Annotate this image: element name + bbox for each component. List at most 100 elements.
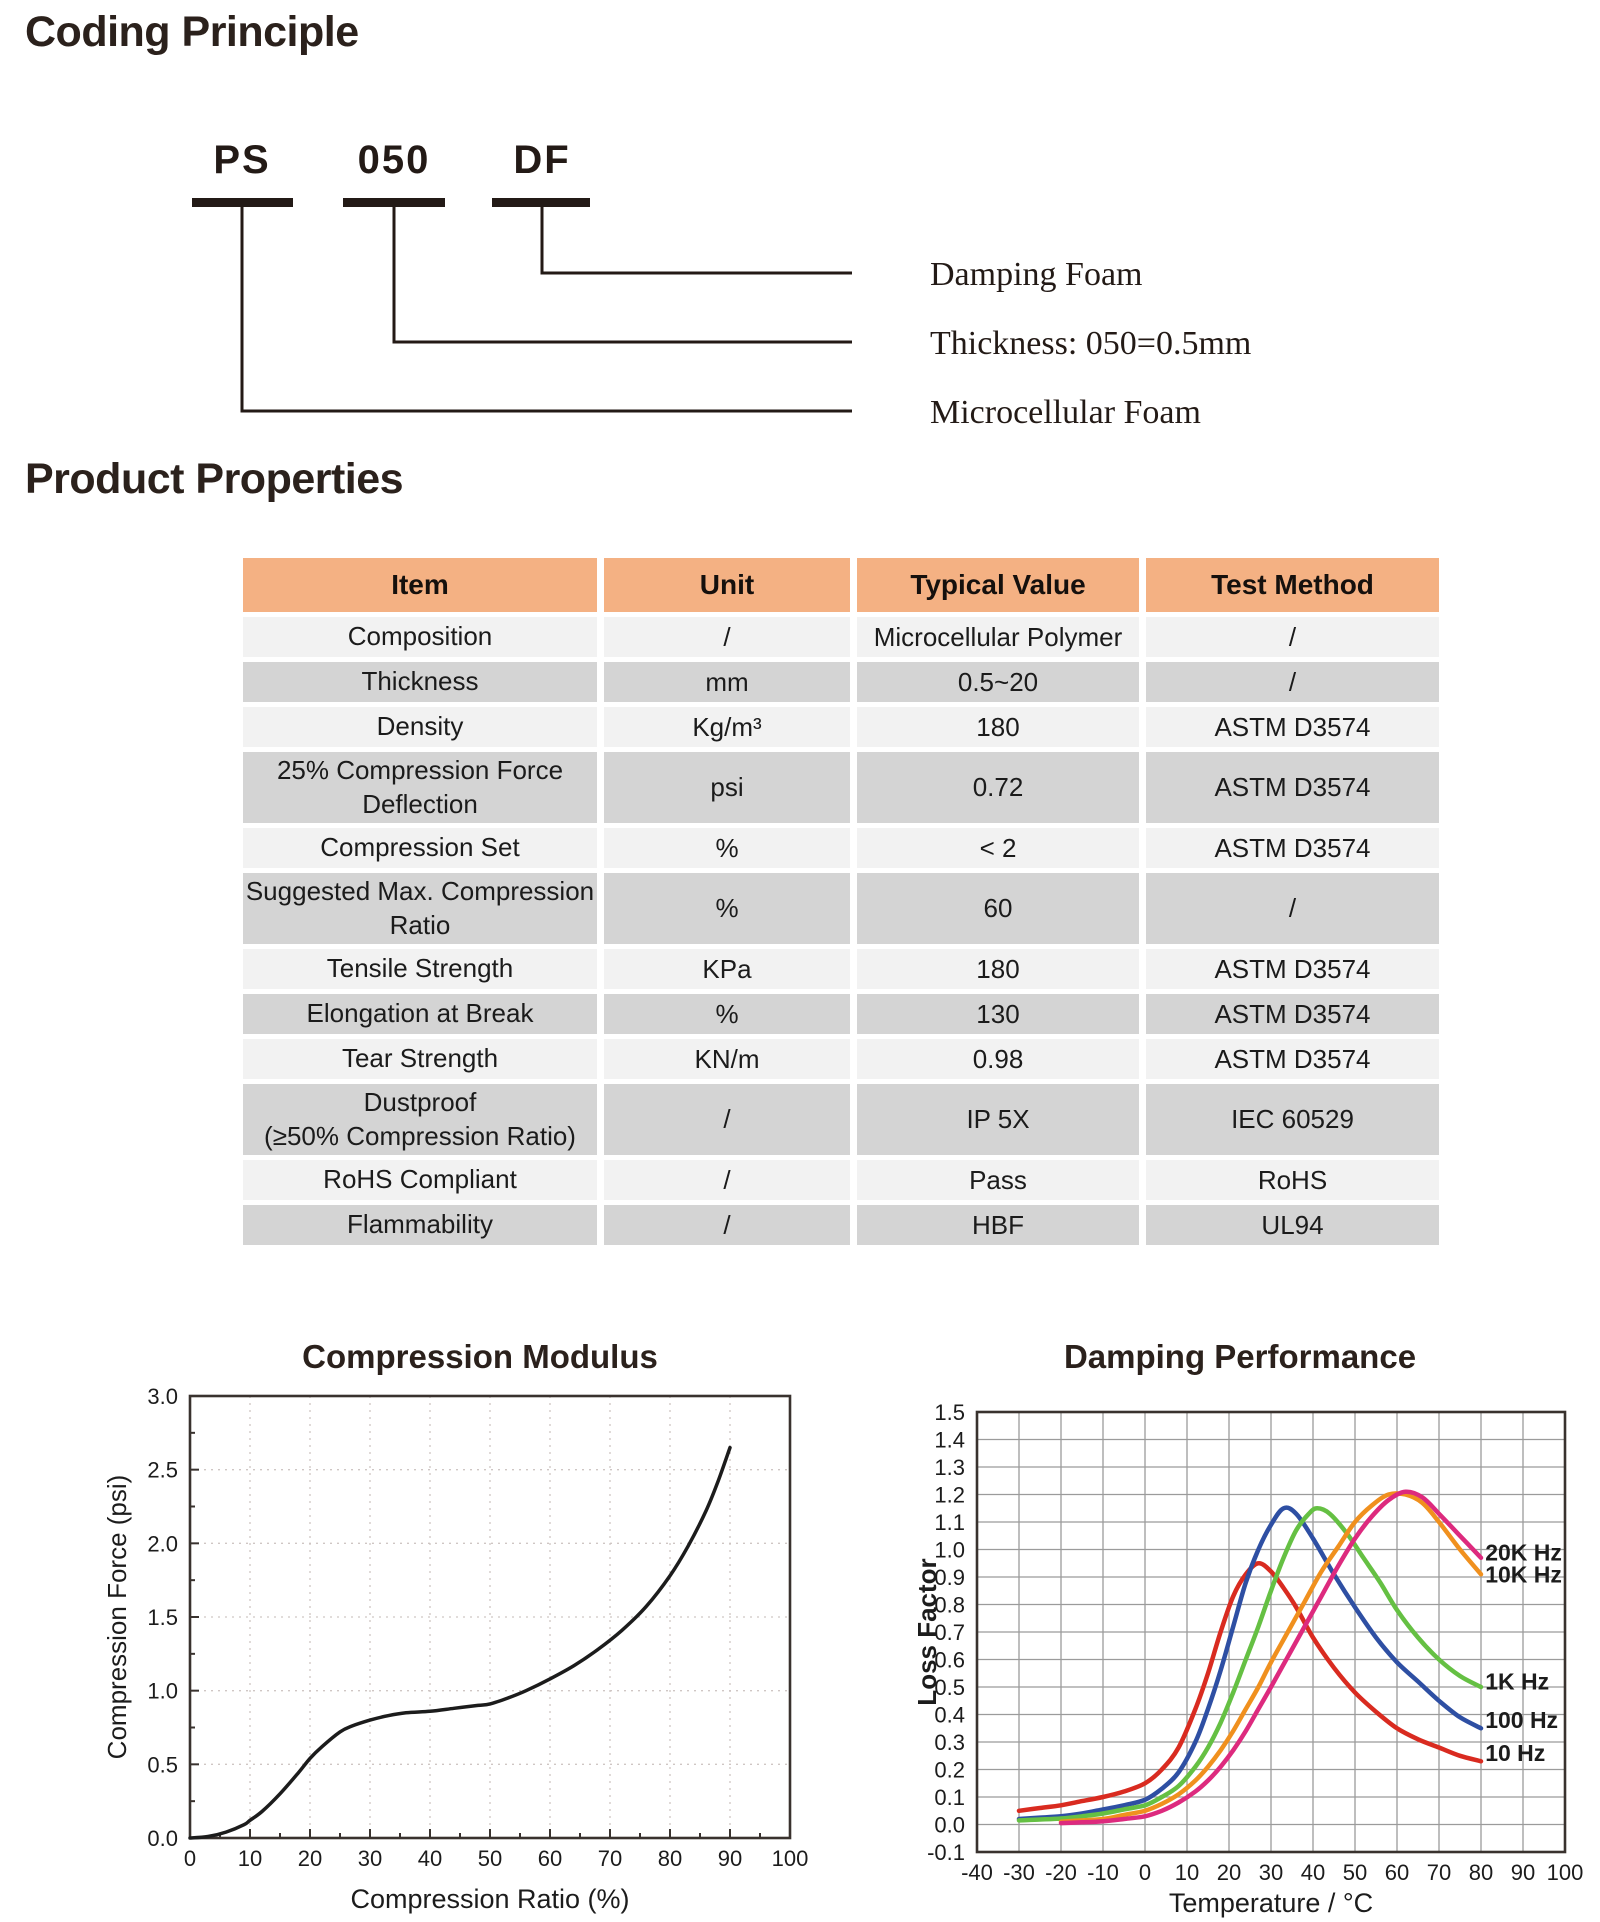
cell-typical-value: 0.72 [857, 752, 1139, 823]
cell-unit: / [604, 1205, 850, 1245]
x-tick-label: 100 [772, 1846, 809, 1871]
table-header-row: Item Unit Typical Value Test Method [243, 558, 1439, 612]
column-header-unit: Unit [604, 558, 850, 612]
column-header-test-method: Test Method [1146, 558, 1439, 612]
cell-item: Composition [243, 617, 597, 657]
cell-typical-value: HBF [857, 1205, 1139, 1245]
properties-table: Item Unit Typical Value Test Method Composit… [243, 558, 1439, 1245]
cell-test-method: / [1146, 662, 1439, 702]
x-tick-label: 60 [538, 1846, 562, 1871]
x-tick-label: 0 [184, 1846, 196, 1871]
table-row: Flammability / HBF UL94 [243, 1205, 1439, 1245]
x-tick-label: 70 [598, 1846, 622, 1871]
y-axis-title: Loss Factor [912, 1558, 942, 1705]
y-tick-label: 1.1 [934, 1510, 965, 1535]
y-tick-label: 0.7 [934, 1620, 965, 1645]
cell-typical-value: Microcellular Polymer [857, 617, 1139, 657]
cell-unit: % [604, 828, 850, 868]
cell-test-method: IEC 60529 [1146, 1084, 1439, 1155]
y-tick-label: 1.4 [934, 1428, 965, 1453]
cell-typical-value: 0.98 [857, 1039, 1139, 1079]
table-row: Elongation at Break% 130 ASTM D3574 [243, 994, 1439, 1034]
cell-typical-value: IP 5X [857, 1084, 1139, 1155]
cell-test-method: ASTM D3574 [1146, 949, 1439, 989]
y-tick-label: 0.9 [934, 1565, 965, 1590]
cell-item: Tensile Strength [243, 949, 597, 989]
table-row: Tensile Strength KPa 180 ASTM D3574 [243, 949, 1439, 989]
cell-unit: KPa [604, 949, 850, 989]
y-tick-label: -0.1 [927, 1840, 965, 1865]
column-header-item: Item [243, 558, 597, 612]
cell-unit: / [604, 1084, 850, 1155]
series-curve-10-hz [1016, 1561, 1484, 1814]
cell-item: Flammability [243, 1205, 597, 1245]
plot-frame [188, 1394, 792, 1840]
cell-test-method: RoHS [1146, 1160, 1439, 1200]
cell-typical-value: 130 [857, 994, 1139, 1034]
y-tick-label: 0.5 [147, 1752, 178, 1777]
cell-test-method: ASTM D3574 [1146, 752, 1439, 823]
y-tick-label: 0.8 [934, 1593, 965, 1618]
x-tick-label: -30 [1003, 1860, 1035, 1885]
cell-test-method: / [1146, 617, 1439, 657]
cell-unit: / [604, 617, 850, 657]
y-tick-label: 1.3 [934, 1455, 965, 1480]
series-curve-compression-curve [188, 1445, 732, 1840]
legend-label-100-hz: 100 Hz [1485, 1707, 1558, 1733]
cell-item: Compression Set [243, 828, 597, 868]
cell-typical-value: 180 [857, 949, 1139, 989]
column-header-typical-value: Typical Value [857, 558, 1139, 612]
charts-area: 0 10 20 30 40 50 60 70 80 90 1000.00.51.01.52.02.5… [102, 1338, 1584, 1918]
cell-unit: KN/m [604, 1039, 850, 1079]
x-tick-label: 20 [298, 1846, 322, 1871]
cell-unit: mm [604, 662, 850, 702]
y-tick-label: 0.0 [147, 1826, 178, 1851]
legend-label-20k-hz: 20K Hz [1485, 1539, 1562, 1565]
y-tick-label: 0.5 [934, 1675, 965, 1700]
x-tick-label: 30 [358, 1846, 382, 1871]
code-part-050: 050 [357, 138, 431, 182]
chart-title: Damping Performance [1064, 1338, 1416, 1375]
y-tick-label: 1.0 [147, 1679, 178, 1704]
x-tick-label: 30 [1259, 1860, 1283, 1885]
x-tick-label: -10 [1087, 1860, 1119, 1885]
table-row: Suggested Max. Compression Ratio% 60/ [243, 873, 1439, 944]
y-tick-label: 0.3 [934, 1730, 965, 1755]
x-tick-label: 60 [1385, 1860, 1409, 1885]
table-row: 25% Compression Force Deflection psi 0.72 A… [243, 752, 1439, 823]
x-tick-label: 70 [1427, 1860, 1451, 1885]
y-axis-title: Compression Force (psi) [102, 1475, 132, 1760]
x-axis-title: Temperature / °C [1169, 1888, 1373, 1918]
table-row: Dustproof (≥50% Compression Ratio) / IP 5X… [243, 1084, 1439, 1155]
legend-label-10k-hz: 10K Hz [1485, 1561, 1562, 1587]
table-row: Density Kg/m³ 180 ASTM D3574 [243, 707, 1439, 747]
cell-test-method: / [1146, 873, 1439, 944]
cell-typical-value: 180 [857, 707, 1139, 747]
cell-test-method: ASTM D3574 [1146, 994, 1439, 1034]
x-tick-label: 0 [1139, 1860, 1151, 1885]
connector-df [540, 207, 852, 275]
cell-typical-value: Pass [857, 1160, 1139, 1200]
cell-item: Density [243, 707, 597, 747]
y-tick-label: 1.5 [934, 1400, 965, 1425]
y-tick-label: 1.2 [934, 1483, 965, 1508]
cell-typical-value: 60 [857, 873, 1139, 944]
cell-unit: % [604, 873, 850, 944]
x-tick-label: 50 [478, 1846, 502, 1871]
cell-unit: psi [604, 752, 850, 823]
y-tick-label: 2.0 [147, 1531, 178, 1556]
y-tick-label: 0.2 [934, 1758, 965, 1783]
x-tick-label: 10 [238, 1846, 262, 1871]
x-tick-label: 20 [1217, 1860, 1241, 1885]
x-tick-label: 40 [1301, 1860, 1325, 1885]
table-row: RoHS Compliant / Pass RoHS [243, 1160, 1439, 1200]
x-tick-label: 100 [1547, 1860, 1584, 1885]
coding-principle-title: Coding Principle [25, 8, 359, 56]
x-tick-label: 50 [1343, 1860, 1367, 1885]
code-part-ps: PS [213, 138, 271, 182]
plot-frame [975, 1410, 1567, 1854]
x-tick-label: -20 [1045, 1860, 1077, 1885]
y-tick-label: 2.5 [147, 1458, 178, 1483]
cell-unit: % [604, 994, 850, 1034]
